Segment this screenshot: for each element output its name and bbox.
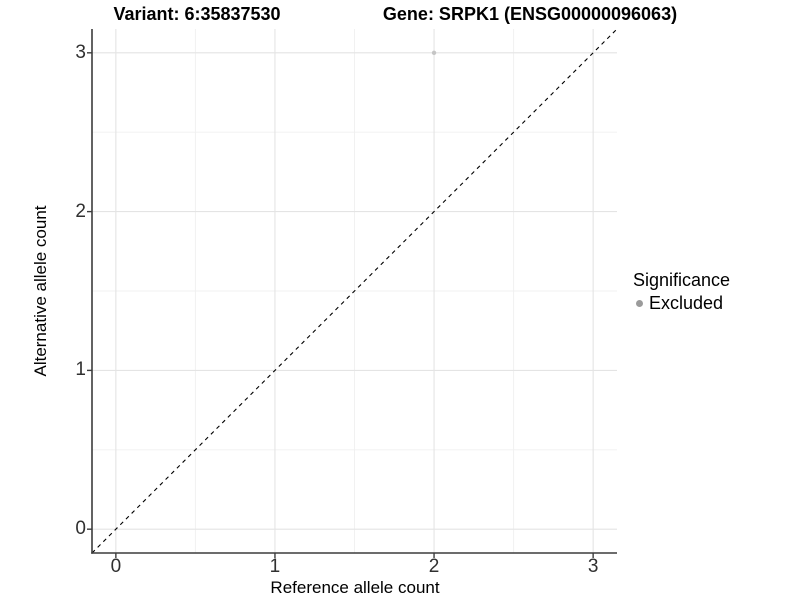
x-tick-label: 2 — [428, 556, 440, 577]
legend-title: Significance — [633, 270, 731, 290]
x-tick-label: 3 — [587, 556, 599, 577]
legend-key-dot-icon — [636, 299, 643, 307]
y-axis-title: Alternative allele count — [31, 205, 50, 377]
x-axis-title: Reference allele count — [270, 578, 440, 597]
y-tick-label: 2 — [75, 200, 86, 222]
y-tick-label: 1 — [75, 359, 86, 381]
x-tick-label: 1 — [269, 556, 281, 577]
legend-item-excluded: Excluded — [633, 292, 730, 314]
x-tick-label: 0 — [110, 556, 122, 577]
y-tick-label: 0 — [75, 518, 86, 540]
legend: Significance Excluded — [633, 270, 730, 314]
data-point — [431, 50, 437, 56]
plot-title-gene: Gene: SRPK1 (ENSG00000096063) — [382, 4, 678, 24]
plot-title-variant: Variant: 6:35837530 — [113, 4, 281, 24]
identity-line — [91, 28, 618, 554]
legend-item-label: Excluded — [649, 293, 724, 313]
y-tick-label: 3 — [75, 41, 86, 63]
